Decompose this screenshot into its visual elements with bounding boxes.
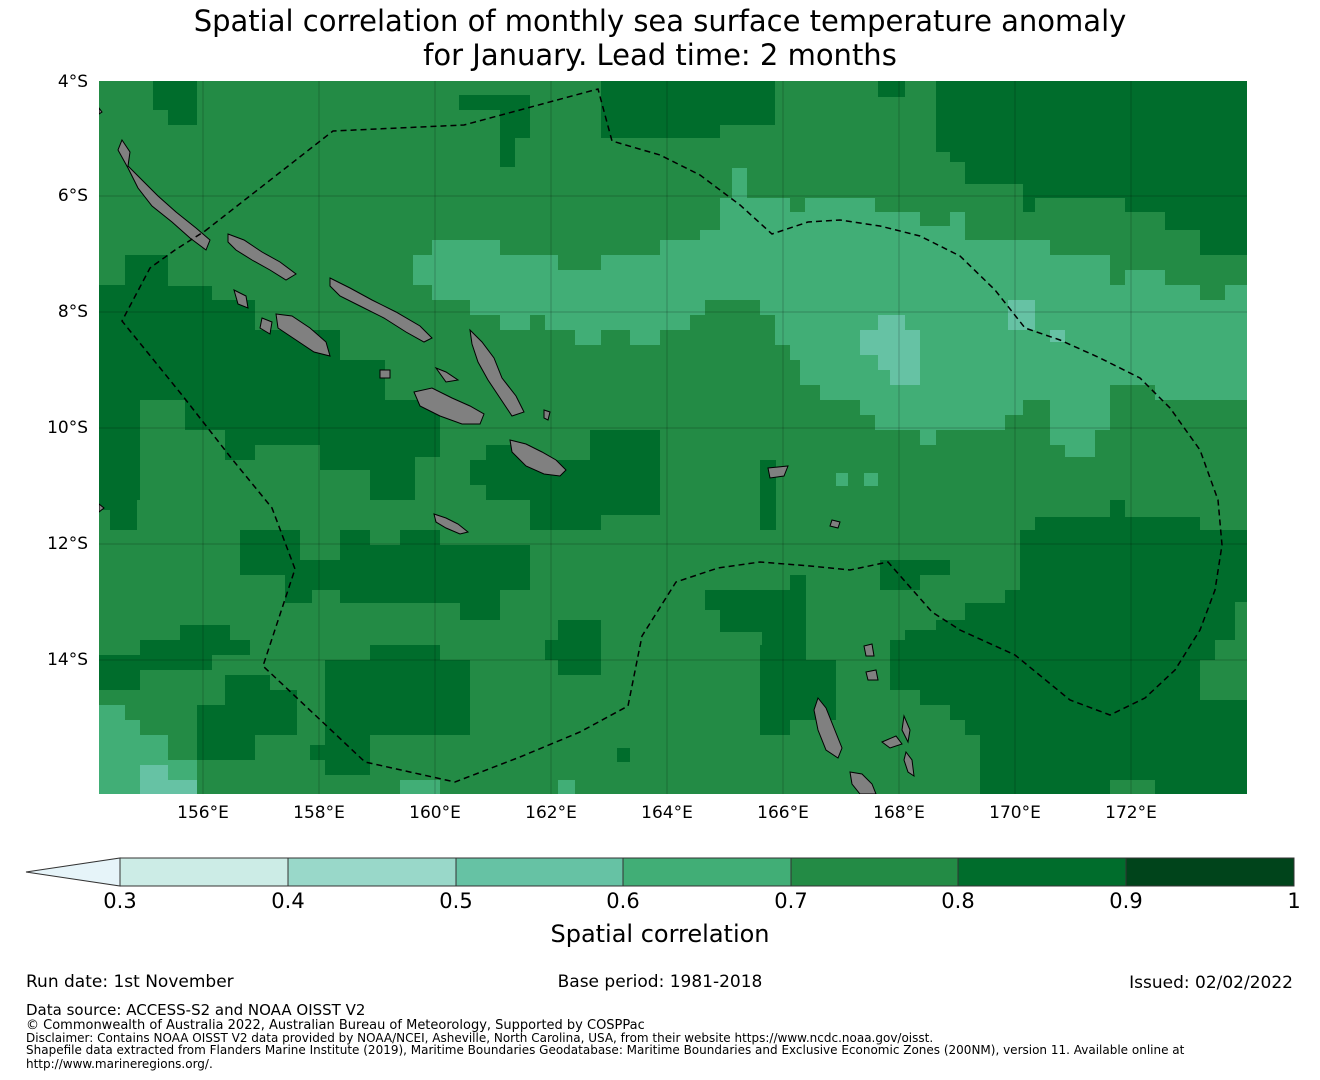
- graticule: [99, 81, 1247, 794]
- colorbar-segment-0.6-0.7: [622, 857, 792, 887]
- lat-label-6s: 6°S: [57, 186, 88, 206]
- lon-label-158e: 158°E: [293, 803, 345, 823]
- land-masses: [99, 107, 915, 794]
- lon-label-160e: 160°E: [409, 803, 461, 823]
- field-class-0.6-0.7: [99, 168, 1247, 794]
- colorbar-label: Spatial correlation: [550, 920, 770, 948]
- correlation-map: [99, 81, 1247, 794]
- colorbar: [25, 857, 1295, 887]
- lat-label-8s: 8°S: [57, 302, 88, 322]
- colorbar-tick-0.7: 0.7: [774, 889, 808, 913]
- lat-label-4s: 4°S: [57, 72, 88, 92]
- run-date: Run date: 1st November: [26, 972, 234, 992]
- colorbar-segment-0.3-0.4: [119, 857, 289, 887]
- colorbar-tick-0.6: 0.6: [606, 889, 640, 913]
- field-class-0.8-0.9: [99, 81, 1247, 794]
- colorbar-tick-0.5: 0.5: [439, 889, 473, 913]
- colorbar-segment-0.5-0.6: [455, 857, 624, 887]
- data-source: Data source: ACCESS-S2 and NOAA OISST V2: [26, 1001, 366, 1019]
- lon-label-162e: 162°E: [525, 803, 577, 823]
- map-title-line-1: Spatial correlation of monthly sea surfa…: [193, 4, 1127, 38]
- lat-label-10s: 10°S: [47, 418, 88, 438]
- lon-label-168e: 168°E: [873, 803, 925, 823]
- lon-label-156e: 156°E: [177, 803, 229, 823]
- base-period: Base period: 1981-2018: [557, 972, 763, 992]
- map-title-line-2: for January. Lead time: 2 months: [423, 38, 897, 72]
- lat-label-14s: 14°S: [47, 650, 88, 670]
- lon-label-170e: 170°E: [989, 803, 1041, 823]
- colorbar-tick-1: 1: [1287, 889, 1301, 913]
- shapefile-credit: Shapefile data extracted from Flanders M…: [26, 1043, 1185, 1057]
- lon-label-166e: 166°E: [757, 803, 809, 823]
- colorbar-tick-0.9: 0.9: [1109, 889, 1143, 913]
- eez-boundary: [121, 88, 1223, 783]
- colorbar-tick-0.8: 0.8: [941, 889, 975, 913]
- colorbar-segment-0.8-0.9: [957, 857, 1127, 887]
- lat-label-12s: 12°S: [47, 534, 88, 554]
- lon-label-172e: 172°E: [1105, 803, 1157, 823]
- colorbar-tick-0.3: 0.3: [103, 889, 137, 913]
- shapefile-credit-url: http://www.marineregions.org/.: [26, 1057, 213, 1071]
- disclaimer-notice: Disclaimer: Contains NOAA OISST V2 data …: [26, 1031, 934, 1045]
- colorbar-under-arrow: [25, 857, 121, 887]
- issued-date: Issued: 02/02/2022: [1129, 973, 1293, 993]
- colorbar-segment-0.4-0.5: [287, 857, 457, 887]
- colorbar-segment-0.9-1: [1125, 857, 1295, 887]
- copyright-notice: © Commonwealth of Australia 2022, Austra…: [26, 1018, 645, 1033]
- colorbar-segment-0.7-0.8: [790, 857, 959, 887]
- lon-label-164e: 164°E: [641, 803, 693, 823]
- colorbar-tick-0.4: 0.4: [271, 889, 305, 913]
- field-class-0.5-0.6: [140, 300, 1065, 794]
